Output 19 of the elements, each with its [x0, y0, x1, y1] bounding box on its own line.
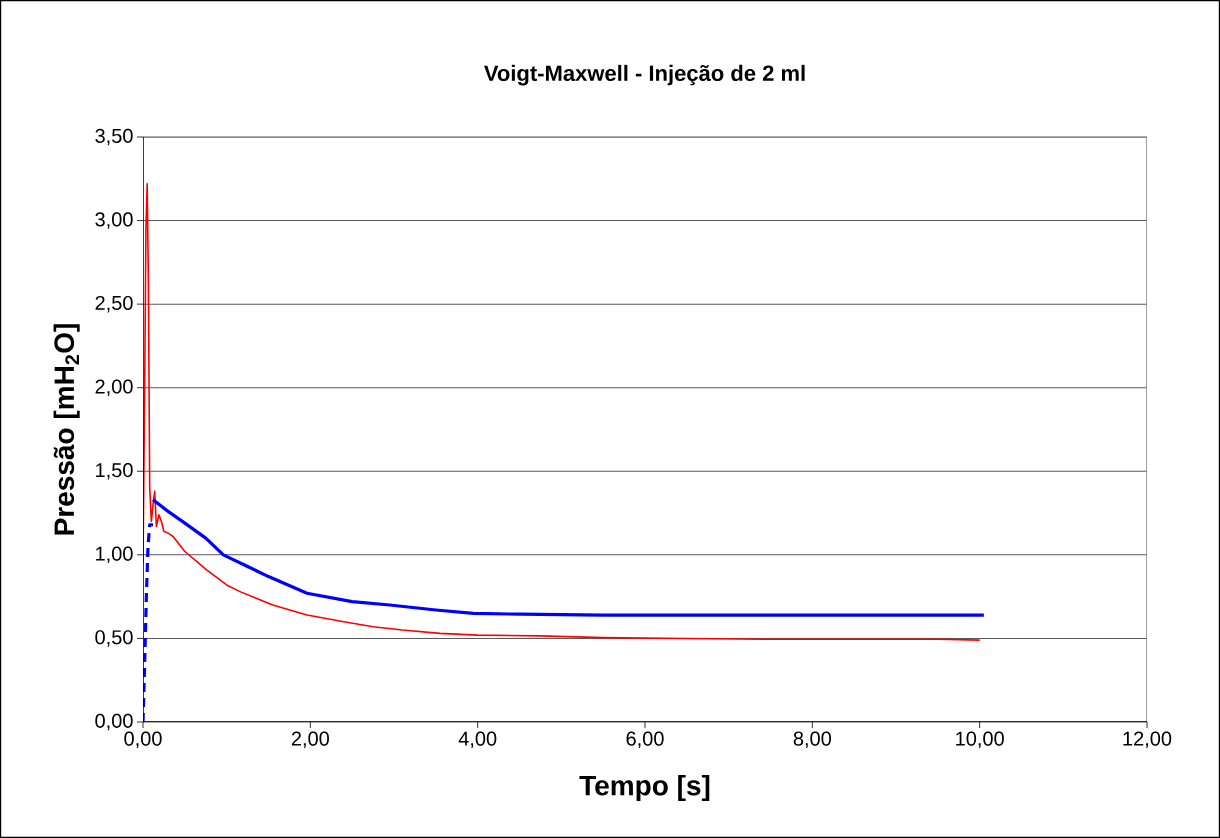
y-tick-label: 2,00 [95, 379, 133, 396]
x-tick-label: 8,00 [793, 731, 832, 749]
y-tick-label: 3,00 [95, 212, 133, 229]
chart-title: Voigt-Maxwell - Injeção de 2 ml [483, 64, 805, 86]
y-tick-label: 2,50 [95, 295, 133, 313]
y-axis-title: Pressão [mH$_{2}$O] [53, 324, 80, 535]
x-tick-label: 10,00 [956, 731, 1004, 749]
y-tick-label: 0,50 [95, 630, 133, 647]
x-tick-label: 12,00 [1123, 731, 1172, 749]
x-tick-label: 4,00 [458, 731, 497, 749]
y-tick-label: 1,50 [96, 463, 133, 480]
line-series [143, 523, 155, 722]
x-tick-label: 6,00 [626, 731, 664, 749]
y-tick-label: 3,50 [95, 128, 133, 146]
y-tick-label: 0,00 [95, 713, 133, 731]
x-axis-title: Tempo [s] [579, 774, 710, 802]
x-tick-label: 2,00 [291, 731, 330, 749]
y-tick-label: 1,00 [96, 546, 133, 564]
x-tick-label: 0,00 [124, 731, 162, 749]
